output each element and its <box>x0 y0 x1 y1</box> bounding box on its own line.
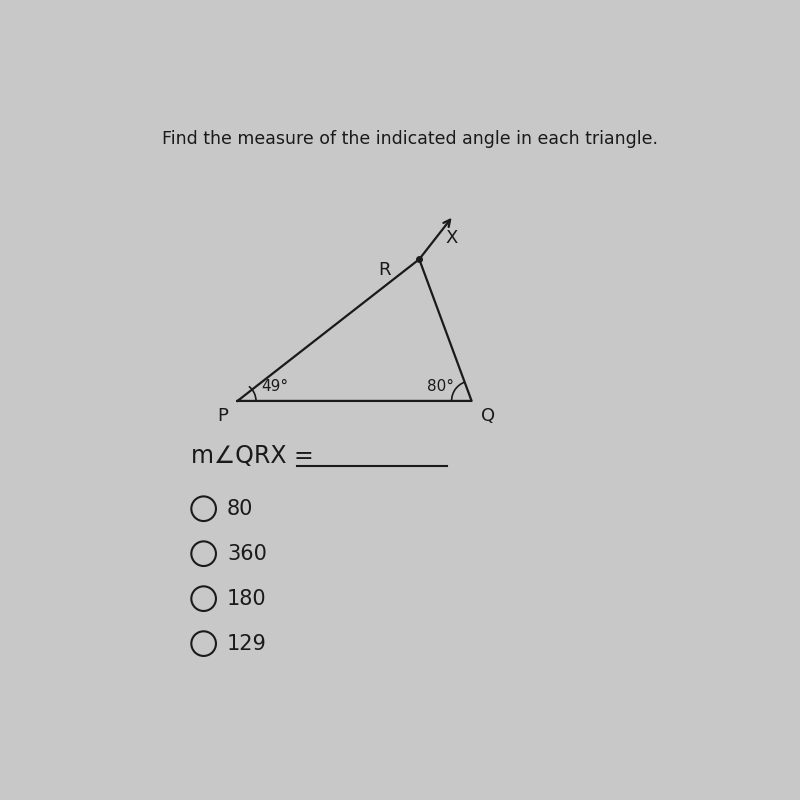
Text: X: X <box>446 229 458 247</box>
Text: Q: Q <box>481 407 495 425</box>
Text: Find the measure of the indicated angle in each triangle.: Find the measure of the indicated angle … <box>162 130 658 148</box>
Text: 49°: 49° <box>261 378 288 394</box>
Text: 129: 129 <box>227 634 267 654</box>
Text: P: P <box>218 407 228 425</box>
Text: 80: 80 <box>227 498 254 518</box>
Text: 80°: 80° <box>427 378 454 394</box>
Text: 180: 180 <box>227 589 266 609</box>
Text: 360: 360 <box>227 544 267 564</box>
Text: m∠QRX =: m∠QRX = <box>191 444 322 468</box>
Text: R: R <box>378 261 390 279</box>
